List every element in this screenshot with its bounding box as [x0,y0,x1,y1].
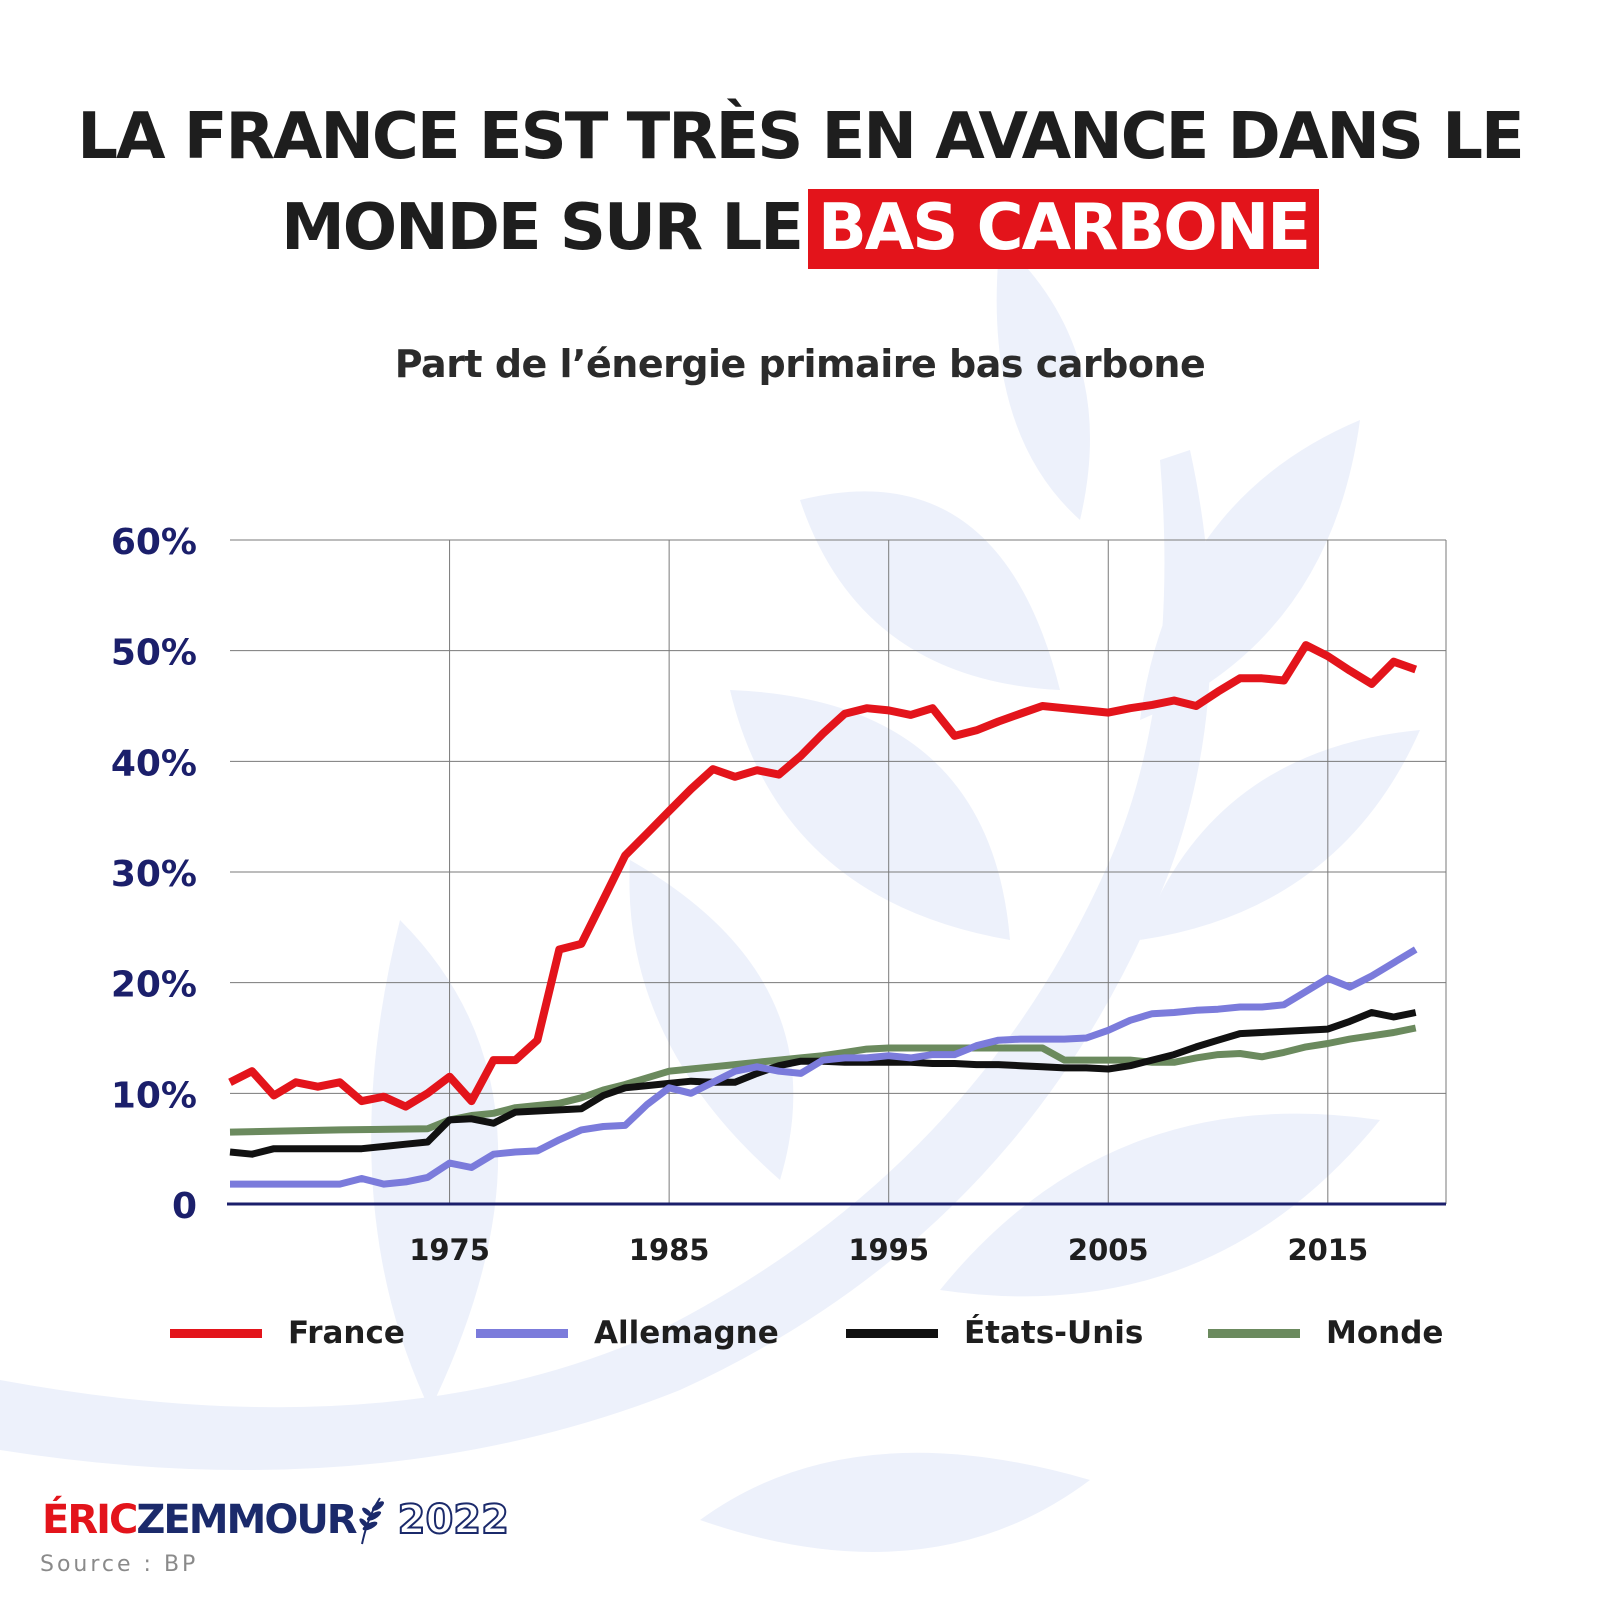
series-line-france [228,641,1418,1111]
x-tick-label: 2015 [1287,1233,1368,1267]
legend-label-france: France [288,1315,405,1351]
legend-swatch-etats-unis [846,1328,938,1338]
y-tick-label: 40% [111,743,197,784]
source-note: Source : BP [40,1552,199,1577]
series-line-etats-unis [229,1009,1417,1158]
headline-line-2: MONDE SUR LE BAS CARBONE [0,189,1600,269]
x-tick-label: 1985 [629,1233,710,1267]
series-line-allemagne [230,946,1418,1188]
legend-item-etats-unis: États-Unis [846,1308,1143,1358]
brand-logo: ÉRIC ZEMMOUR 2022 [42,1490,510,1550]
legend-label-allemagne: Allemagne [594,1315,779,1351]
y-tick-label: 0 [172,1186,197,1227]
x-tick-label: 2005 [1068,1233,1149,1267]
legend-item-monde: Monde [1208,1308,1443,1358]
legend-swatch-allemagne [476,1328,568,1338]
x-tick-label: 1995 [848,1233,929,1267]
brand-year: 2022 [397,1496,510,1544]
x-tick-label: 1975 [409,1233,490,1267]
legend-swatch-monde [1208,1328,1300,1338]
y-tick-label: 20% [111,965,197,1006]
chart-title: Part de l’énergie primaire bas carbone [394,342,1206,386]
legend-item-france: France [170,1308,405,1358]
chart-legend: France Allemagne États-Unis Monde [170,1308,1470,1358]
legend-item-allemagne: Allemagne [476,1308,779,1358]
headline-line-1: LA FRANCE EST TRÈS EN AVANCE DANS LE [77,100,1525,174]
brand-first-name: ÉRIC [42,1497,138,1543]
y-tick-label: 30% [111,854,197,895]
laurel-icon [359,1497,384,1545]
legend-label-etats-unis: États-Unis [964,1315,1144,1351]
y-tick-label: 10% [111,1075,197,1116]
headline-highlight: BAS CARBONE [807,189,1319,269]
y-tick-label: 60% [111,522,197,563]
series-line-monde [229,1024,1417,1136]
legend-swatch-france [170,1328,262,1338]
brand-last-name: ZEMMOUR [136,1497,357,1543]
y-tick-label: 50% [111,633,197,674]
legend-label-monde: Monde [1326,1315,1444,1351]
headline-prefix: MONDE SUR LE [281,191,804,265]
